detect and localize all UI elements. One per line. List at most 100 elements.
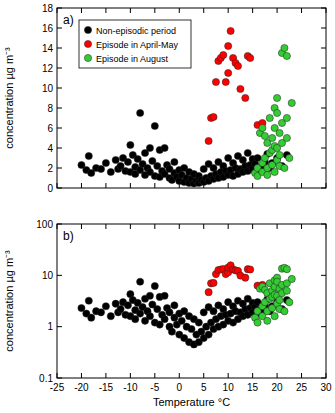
y-tick: [321, 48, 326, 49]
x-tick: [81, 373, 82, 378]
y-tick: [57, 68, 62, 69]
plot-frame: [57, 8, 326, 188]
point: [168, 328, 175, 335]
x-tick: [154, 224, 155, 229]
y-tick: [321, 378, 326, 379]
point: [242, 274, 249, 281]
y-tick-label: 10: [42, 270, 54, 281]
legend-label: Episode in April-May: [96, 40, 179, 50]
point: [161, 316, 168, 323]
y-tick-label: 16: [42, 23, 54, 34]
point: [276, 151, 283, 158]
legend-label: Non-episodic period: [96, 26, 176, 36]
x-tick: [57, 373, 58, 378]
legend-box: [79, 20, 191, 68]
point: [117, 305, 124, 312]
points: [78, 262, 296, 348]
x-tick: [154, 183, 155, 188]
x-tick: [130, 183, 131, 188]
y-tick: [57, 8, 62, 9]
point: [283, 114, 290, 121]
point: [276, 129, 283, 136]
point: [247, 54, 254, 61]
y-tick: [321, 28, 326, 29]
point: [266, 114, 273, 121]
y-tick: [57, 28, 62, 29]
y-tick: [57, 168, 62, 169]
point: [124, 158, 131, 165]
x-tick: [130, 224, 131, 229]
panel: 024681012141618concentration µg m⁻³a)Non…: [3, 3, 326, 194]
x-tick: [57, 224, 58, 229]
point: [212, 78, 219, 85]
x-tick-label: -5: [150, 382, 159, 393]
point: [171, 302, 178, 309]
x-tick: [203, 373, 204, 378]
x-tick: [228, 183, 229, 188]
y-tick-label: 100: [36, 219, 53, 230]
point: [102, 159, 109, 166]
x-tick: [326, 8, 327, 13]
y-tick: [57, 148, 62, 149]
point: [273, 109, 280, 116]
point: [234, 62, 241, 69]
y-tick: [321, 188, 326, 189]
point: [137, 278, 144, 285]
x-tick: [277, 224, 278, 229]
y-tick-label: 2: [47, 163, 53, 174]
x-tick: [179, 373, 180, 378]
x-tick: [81, 224, 82, 229]
point: [237, 85, 244, 92]
x-tick: [277, 183, 278, 188]
x-axis-label: Temperature °C: [153, 396, 230, 408]
panel-label: a): [63, 13, 74, 27]
point: [247, 266, 254, 273]
point: [254, 319, 261, 326]
y-tick: [321, 275, 326, 276]
y-axis-label: concentration µg m⁻³: [3, 250, 15, 352]
point: [107, 168, 114, 175]
x-tick: [252, 373, 253, 378]
point: [205, 137, 212, 144]
x-tick: [154, 8, 155, 13]
point: [137, 109, 144, 116]
point: [85, 297, 92, 304]
x-tick: [81, 183, 82, 188]
point: [286, 154, 293, 161]
y-tick-label: 4: [47, 143, 53, 154]
x-tick: [57, 8, 58, 13]
x-tick: [105, 8, 106, 13]
y-tick: [57, 378, 62, 379]
y-tick-label: 18: [42, 3, 54, 14]
x-tick: [57, 183, 58, 188]
point: [281, 164, 288, 171]
x-tick: [301, 183, 302, 188]
x-tick: [301, 224, 302, 229]
x-tick-label: -20: [74, 382, 89, 393]
point: [112, 156, 119, 163]
point: [288, 275, 295, 282]
x-tick-label: 20: [272, 382, 284, 393]
point: [242, 94, 249, 101]
figure: 024681012141618concentration µg m⁻³a)Non…: [0, 0, 335, 413]
y-tick: [321, 88, 326, 89]
x-tick: [105, 224, 106, 229]
y-tick-label: 6: [47, 123, 53, 134]
x-tick: [252, 224, 253, 229]
point: [283, 287, 290, 294]
x-tick: [301, 8, 302, 13]
x-tick: [203, 8, 204, 13]
point: [286, 299, 293, 306]
x-tick: [130, 8, 131, 13]
point: [281, 44, 288, 51]
x-tick: [252, 183, 253, 188]
point: [161, 144, 168, 151]
x-tick-label: 15: [247, 382, 259, 393]
x-tick: [301, 373, 302, 378]
point: [151, 282, 158, 289]
point: [188, 325, 195, 332]
x-tick: [81, 8, 82, 13]
point: [210, 279, 217, 286]
y-tick-label: 0.1: [39, 373, 53, 384]
y-tick-label: 0: [47, 183, 53, 194]
